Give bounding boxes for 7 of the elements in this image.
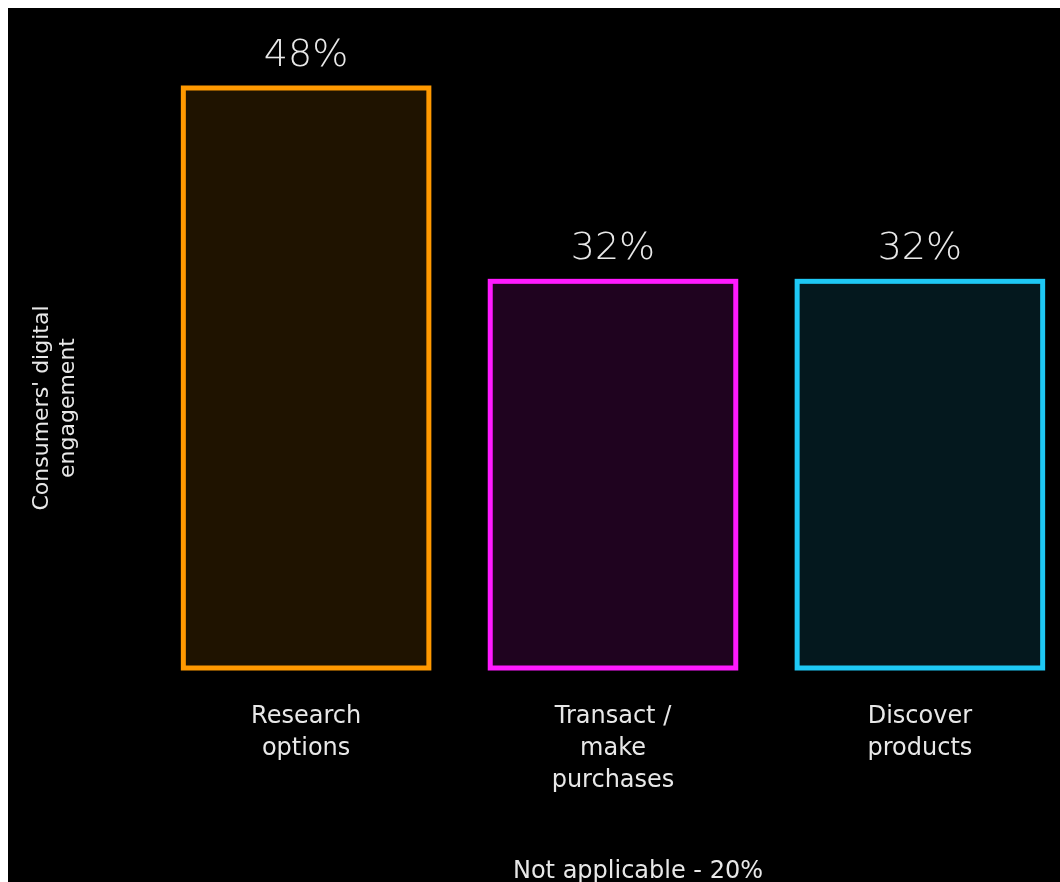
data-label: 32% bbox=[570, 224, 656, 269]
x-tick-label: Discover products bbox=[867, 701, 973, 761]
y-axis-title: Consumers' digital engagement bbox=[28, 305, 79, 511]
data-label: 48% bbox=[263, 31, 349, 75]
data-label: 32% bbox=[877, 224, 963, 269]
x-tick-label: Transact / make purchases bbox=[551, 701, 675, 793]
x-tick-label: Research options bbox=[251, 701, 362, 761]
